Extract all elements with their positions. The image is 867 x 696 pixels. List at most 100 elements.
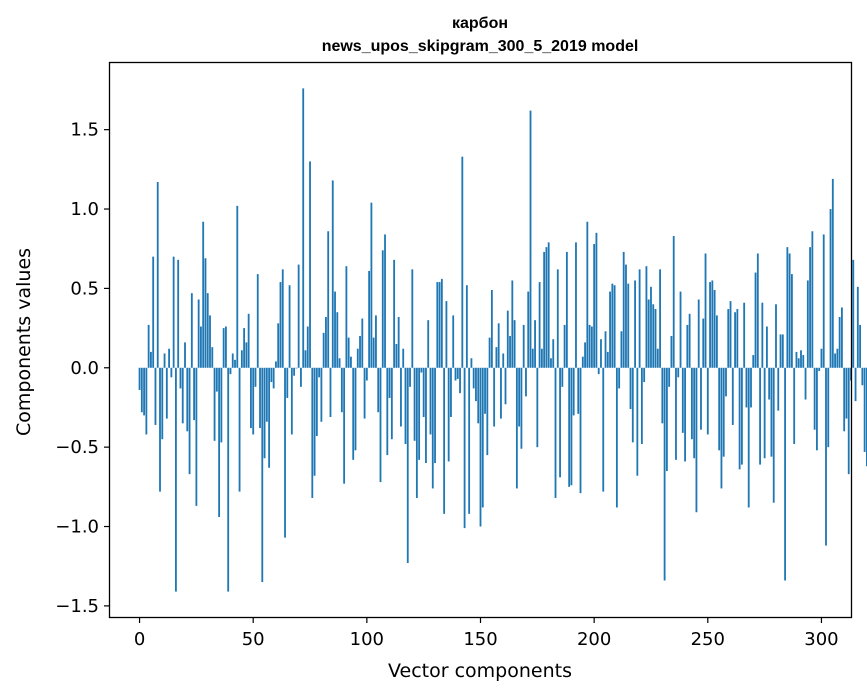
bar — [145, 367, 148, 435]
bar — [195, 367, 198, 506]
bar — [540, 348, 543, 368]
bar — [361, 318, 364, 368]
bar — [300, 367, 302, 387]
bar — [493, 367, 496, 427]
bar — [647, 299, 650, 368]
bar — [568, 367, 571, 487]
bar — [770, 367, 773, 457]
bar — [309, 161, 311, 368]
bar — [422, 367, 425, 417]
bar — [365, 367, 368, 381]
bar — [672, 236, 675, 368]
bar — [838, 316, 841, 368]
bar — [515, 367, 518, 489]
bar — [761, 302, 764, 368]
bar — [800, 350, 802, 368]
bar — [152, 256, 155, 368]
bar — [715, 315, 718, 368]
bar — [497, 323, 500, 368]
bar — [686, 324, 689, 368]
bar — [222, 328, 225, 368]
bar — [159, 367, 161, 492]
bar — [213, 367, 216, 441]
bar — [409, 367, 411, 387]
bar — [827, 367, 830, 448]
bar — [272, 367, 275, 389]
bar — [443, 367, 446, 514]
bar — [186, 367, 189, 432]
bar — [363, 367, 366, 419]
bar — [629, 367, 632, 410]
bar — [609, 291, 611, 368]
y-tick-label: 1.0 — [70, 199, 99, 220]
bar — [406, 367, 409, 564]
bar — [784, 367, 786, 581]
y-axis-label: Components values — [13, 248, 35, 436]
bar — [347, 337, 350, 368]
bar — [236, 205, 239, 368]
bar — [420, 367, 423, 373]
bar — [781, 334, 784, 368]
bar — [786, 247, 789, 368]
x-tick-label: 0 — [134, 629, 145, 650]
bar — [718, 367, 721, 451]
y-tick-label: 1.5 — [70, 120, 99, 141]
bar — [447, 367, 450, 462]
bar — [231, 353, 234, 368]
bar — [561, 367, 564, 387]
bar — [743, 302, 746, 368]
bar — [481, 367, 484, 508]
bar — [611, 283, 614, 368]
bar — [713, 290, 716, 368]
bar — [593, 243, 596, 368]
bar — [563, 324, 566, 368]
bar — [795, 351, 798, 368]
bar — [547, 242, 550, 368]
bar — [600, 339, 602, 368]
bar — [465, 285, 468, 368]
bar — [468, 367, 471, 514]
bar — [825, 367, 827, 546]
bar — [259, 367, 261, 429]
bar — [452, 315, 455, 368]
bar — [816, 367, 818, 451]
bar — [302, 88, 305, 368]
x-tick-label: 200 — [577, 629, 611, 650]
x-tick-label: 150 — [463, 629, 497, 650]
bar — [572, 367, 575, 416]
bar — [263, 367, 266, 459]
bar — [165, 367, 168, 419]
bar — [431, 367, 434, 489]
bar — [700, 367, 702, 430]
bar — [552, 339, 555, 368]
bar — [670, 336, 673, 368]
bar — [284, 367, 286, 538]
bar — [445, 301, 448, 368]
bar — [634, 280, 636, 368]
bar — [425, 367, 427, 464]
bar — [793, 367, 796, 444]
bar — [463, 367, 466, 529]
bar — [375, 315, 377, 368]
bar — [863, 367, 866, 452]
bar — [690, 367, 693, 440]
bar — [343, 367, 346, 484]
bar — [595, 232, 598, 368]
bar — [511, 280, 514, 368]
plot-frame — [108, 61, 853, 619]
bar — [245, 342, 248, 368]
bar — [438, 282, 441, 368]
bar — [581, 356, 584, 368]
bar — [265, 367, 268, 422]
bar — [756, 253, 759, 368]
bar — [652, 304, 655, 368]
bar — [479, 367, 482, 527]
y-tick-label: −0.5 — [55, 437, 99, 458]
bar — [488, 337, 491, 368]
bar — [711, 280, 714, 368]
bar — [861, 367, 864, 386]
bar — [211, 347, 214, 368]
bar — [490, 290, 493, 368]
bar — [538, 282, 541, 368]
bar — [663, 367, 666, 581]
